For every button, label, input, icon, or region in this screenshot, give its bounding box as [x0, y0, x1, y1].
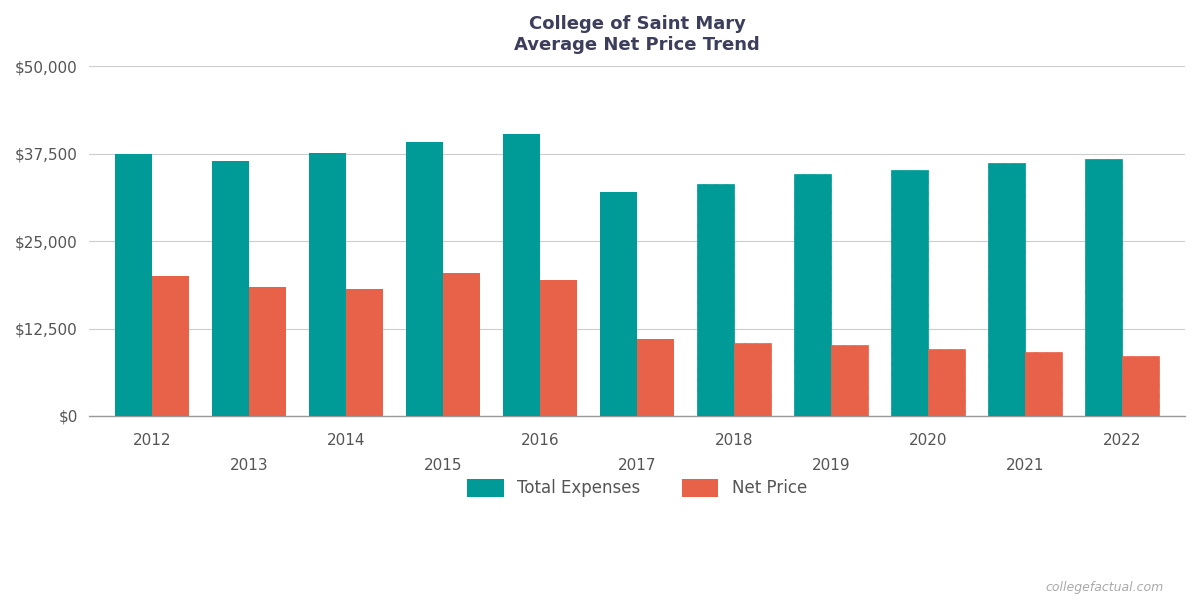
- Bar: [697, 184, 734, 416]
- Text: 2018: 2018: [715, 433, 754, 448]
- Text: 2016: 2016: [521, 433, 559, 448]
- Text: 2020: 2020: [908, 433, 947, 448]
- Bar: [1085, 160, 1122, 416]
- Text: 2021: 2021: [1006, 458, 1044, 473]
- Bar: [250, 287, 286, 416]
- Bar: [346, 289, 383, 416]
- Bar: [1025, 352, 1062, 416]
- Bar: [152, 276, 188, 416]
- Bar: [794, 174, 830, 416]
- Bar: [734, 343, 770, 416]
- Bar: [406, 142, 443, 416]
- Text: 2022: 2022: [1103, 433, 1141, 448]
- Bar: [310, 153, 346, 416]
- Text: 2019: 2019: [811, 458, 851, 473]
- Text: 2014: 2014: [326, 433, 365, 448]
- Bar: [988, 163, 1025, 416]
- Bar: [928, 349, 965, 416]
- Legend: Total Expenses, Net Price: Total Expenses, Net Price: [458, 470, 816, 506]
- Text: 2015: 2015: [424, 458, 462, 473]
- Text: 2013: 2013: [229, 458, 269, 473]
- Text: 2017: 2017: [618, 458, 656, 473]
- Bar: [600, 192, 637, 416]
- Bar: [1122, 356, 1159, 416]
- Bar: [212, 161, 250, 416]
- Bar: [115, 154, 152, 416]
- Text: 2012: 2012: [133, 433, 172, 448]
- Bar: [892, 170, 928, 416]
- Bar: [830, 346, 868, 416]
- Bar: [540, 280, 577, 416]
- Bar: [443, 272, 480, 416]
- Bar: [503, 134, 540, 416]
- Bar: [637, 339, 674, 416]
- Title: College of Saint Mary
Average Net Price Trend: College of Saint Mary Average Net Price …: [514, 15, 760, 54]
- Text: collegefactual.com: collegefactual.com: [1045, 581, 1164, 594]
